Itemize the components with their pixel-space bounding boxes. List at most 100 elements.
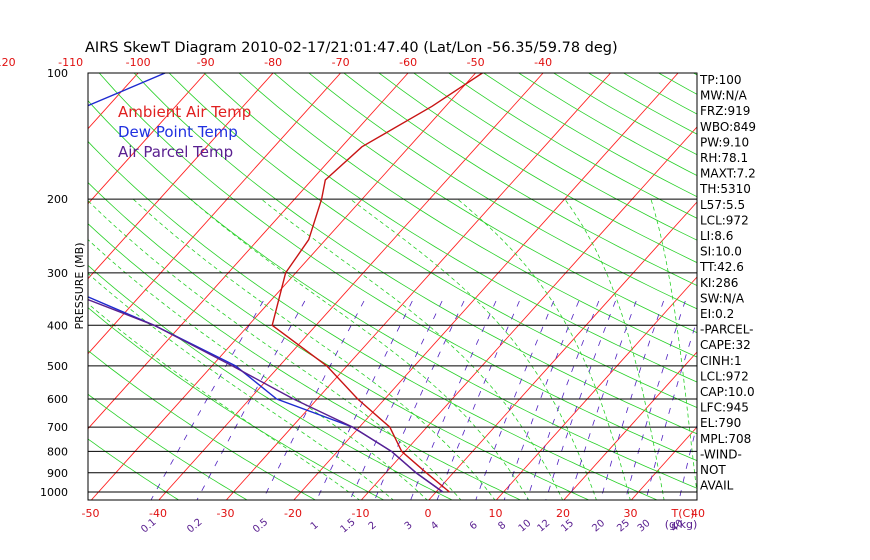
- index-item: CINH:1: [700, 354, 742, 368]
- top-temp-tick: -40: [534, 56, 552, 69]
- bottom-temp-tick: 20: [556, 507, 570, 520]
- mixing-ratio-tick: 2: [367, 520, 379, 533]
- pressure-tick-900: 900: [47, 467, 68, 480]
- bottom-temp-tick: 30: [624, 507, 638, 520]
- dry-adiabat-line: [88, 393, 248, 500]
- moist-adiabat-line: [88, 303, 361, 500]
- isotherm-line: [90, 73, 476, 500]
- mixing-ratio-tick: 4: [429, 520, 441, 533]
- dry-adiabat-line: [88, 264, 454, 500]
- index-item: L57:5.5: [700, 198, 745, 212]
- index-item: CAP:10.0: [700, 385, 755, 399]
- moist-adiabat-line: [350, 198, 597, 500]
- pressure-tick-700: 700: [47, 421, 68, 434]
- isotherm-line: [360, 126, 697, 500]
- bottom-temp-unit: T(C): [671, 507, 695, 520]
- pressure-tick-600: 600: [47, 393, 68, 406]
- mixing-ratio-line: [526, 300, 600, 500]
- dry-adiabat-line: [308, 73, 697, 310]
- dry-adiabat-line: [88, 100, 697, 489]
- dry-adiabat-line: [88, 438, 180, 500]
- top-temp-tick: -100: [126, 56, 151, 69]
- index-item: -PARCEL-: [700, 323, 754, 337]
- bottom-temp-tick: -50: [82, 507, 100, 520]
- mixing-ratio-line: [624, 300, 686, 500]
- index-item: TH:5310: [699, 182, 751, 196]
- index-item: PW:9.10: [700, 135, 749, 149]
- index-item: TP:100: [699, 73, 742, 87]
- index-item: KI:286: [700, 276, 738, 290]
- chart-title: AIRS SkewT Diagram 2010-02-17/21:01:47.4…: [85, 40, 618, 56]
- index-item: MW:N/A: [700, 89, 748, 103]
- index-item: EI:0.2: [700, 307, 734, 321]
- index-item: LCL:972: [700, 369, 749, 383]
- mixing-ratio-tick: 1: [309, 520, 321, 533]
- mixing-ratio-line: [374, 300, 465, 500]
- mixing-ratio-line: [436, 300, 520, 500]
- top-temp-tick: -80: [264, 56, 282, 69]
- top-temp-tick: -90: [197, 56, 215, 69]
- isotherm-line: [428, 201, 697, 500]
- index-item: FRZ:919: [700, 104, 750, 118]
- isotherm-line: [88, 73, 341, 355]
- dry-adiabat-line: [343, 73, 697, 286]
- moist-adiabat-line: [650, 198, 697, 496]
- dry-adiabat-line: [378, 73, 697, 264]
- y-axis-label: PRESSURE (MB): [73, 243, 86, 330]
- legend-item-2: Dew Point Temp: [118, 123, 238, 141]
- bottom-temp-tick: 0: [425, 507, 432, 520]
- grid-lines: [88, 73, 697, 500]
- legend-item-1: Ambient Air Temp: [118, 103, 251, 121]
- legend: Ambient Air Temp Dew Point Temp Air Parcel…: [118, 103, 251, 161]
- pressure-tick-800: 800: [47, 445, 68, 458]
- mixing-ratio-tick: 3: [403, 520, 415, 533]
- dry-adiabat-line: [168, 73, 697, 409]
- isotherm-line: [563, 351, 697, 500]
- index-item: LI:8.6: [700, 229, 733, 243]
- dry-adiabat-line: [203, 73, 697, 383]
- legend-item-3: Air Parcel Temp: [118, 143, 233, 161]
- isotherm-line: [88, 73, 274, 280]
- index-item: -WIND-: [700, 447, 742, 461]
- top-temp-tick: -120: [0, 56, 16, 69]
- mixing-ratio-tick: 8: [496, 520, 508, 533]
- index-item: MAXT:7.2: [700, 167, 756, 181]
- dry-adiabat-line: [88, 181, 590, 500]
- isotherm-line: [495, 276, 697, 500]
- dry-adiabat-line: [98, 73, 697, 462]
- mixing-ratio-line: [475, 300, 555, 500]
- isotherm-line: [293, 73, 679, 500]
- moist-adiabat-line: [132, 198, 496, 500]
- bottom-temp-tick: 40: [691, 507, 705, 520]
- dry-adiabat-line: [88, 350, 317, 500]
- top-temp-tick: -110: [58, 56, 83, 69]
- index-item: AVAIL: [700, 479, 734, 493]
- top-temp-tick: -70: [332, 56, 350, 69]
- bottom-temp-tick: -10: [352, 507, 370, 520]
- mixing-ratio-line: [410, 300, 497, 500]
- moist-adiabat-line: [88, 272, 394, 500]
- index-item: NOT: [700, 463, 726, 477]
- bottom-temp-tick: -30: [217, 507, 235, 520]
- pressure-tick-500: 500: [47, 360, 68, 373]
- dry-adiabat-line: [273, 73, 697, 334]
- index-item: LCL:972: [700, 213, 749, 227]
- bottom-temp-tick: -20: [284, 507, 302, 520]
- isotherm-line: [225, 73, 611, 500]
- dry-adiabat-line: [133, 73, 697, 435]
- index-item: SW:N/A: [700, 291, 745, 305]
- index-item: EL:790: [700, 416, 741, 430]
- profile-series: [88, 73, 483, 493]
- isotherm-line: [88, 73, 206, 205]
- moist-adiabat-line: [564, 198, 665, 500]
- pressure-tick-200: 200: [47, 193, 68, 206]
- pressure-tick-100: 100: [47, 67, 68, 80]
- moist-adiabat-line: [457, 198, 631, 500]
- index-item: SI:10.0: [700, 245, 742, 259]
- series-air-parcel-temp: [88, 298, 444, 493]
- pressure-tick-300: 300: [47, 267, 68, 280]
- top-temp-tick: -50: [467, 56, 485, 69]
- isotherm-line: [158, 73, 544, 500]
